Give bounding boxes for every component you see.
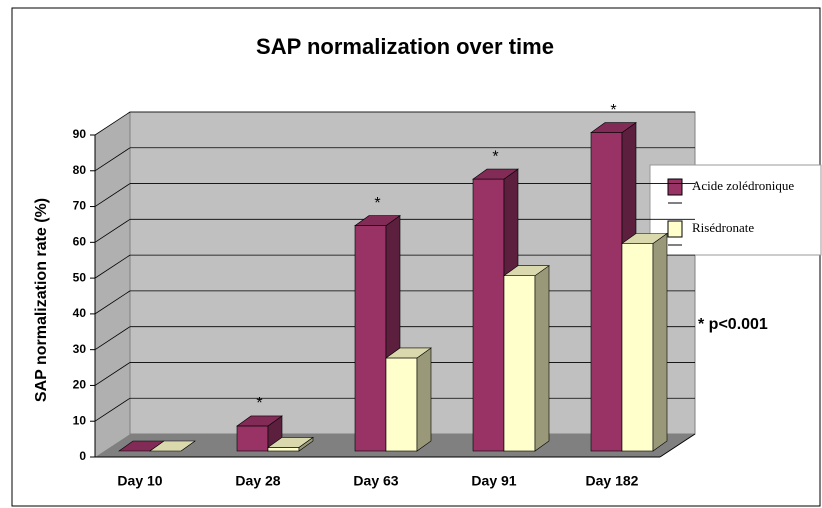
annotation: *: [492, 148, 498, 165]
y-tick-label: 30: [73, 342, 87, 356]
bar-top: [354, 215, 401, 226]
legend-swatch: [667, 178, 683, 196]
bar-front: [503, 275, 536, 452]
bar: [621, 232, 668, 452]
bar-front: [267, 447, 300, 452]
bar-top: [503, 265, 550, 276]
x-tick-label: Day 63: [353, 473, 398, 489]
grid-line: [94, 147, 131, 172]
grid-line: [94, 362, 131, 386]
bar-side: [652, 232, 668, 452]
y-tick-label: 80: [73, 163, 87, 177]
bar-top: [621, 233, 668, 244]
bar-front: [472, 178, 505, 452]
annotation: *: [374, 195, 380, 212]
bar: [236, 415, 283, 452]
y-tick-label: 90: [73, 127, 87, 141]
chart-title: SAP normalization over time: [256, 34, 554, 59]
legend: Acide zolédronique Risédronate: [649, 164, 822, 256]
grid-line: [94, 290, 131, 315]
y-axis-title: SAP normalization rate (%): [33, 198, 50, 402]
grid-line: [94, 397, 131, 422]
legend-label: Risédronate: [692, 220, 754, 235]
grid-line: [94, 218, 131, 243]
bar: [503, 265, 550, 452]
bar-top: [472, 168, 519, 180]
side-wall: [95, 112, 130, 457]
y-tick-label: 60: [73, 235, 87, 249]
bar-front: [621, 243, 654, 452]
annotation: *: [610, 102, 616, 119]
x-tick-label: Day 91: [471, 473, 516, 489]
bar-top: [385, 347, 432, 359]
y-tick-label: 10: [73, 413, 87, 427]
y-tick-label: 40: [73, 306, 87, 320]
bar: [267, 436, 314, 452]
x-tick-label: Day 28: [235, 473, 280, 489]
y-tick-label: 70: [73, 199, 87, 213]
floor-edge: [659, 433, 696, 458]
bar-side: [534, 265, 550, 452]
bar-front: [590, 132, 623, 452]
bar-top: [149, 440, 196, 452]
y-tick-label: 50: [73, 270, 87, 284]
bar-top: [267, 437, 314, 448]
grid-line: [94, 326, 131, 351]
bar-front: [385, 357, 418, 452]
bar-top: [236, 415, 283, 427]
x-tick-label: Day 182: [586, 473, 639, 489]
bar-top: [590, 122, 637, 133]
bar-side: [416, 347, 432, 452]
grid-line: [94, 183, 131, 207]
note: * p<0.001: [698, 316, 768, 333]
legend-swatch: [667, 220, 683, 238]
annotation: *: [256, 395, 262, 412]
bar-front: [236, 425, 269, 452]
y-tick-label: 20: [73, 378, 87, 392]
grid-line: [94, 254, 131, 279]
x-tick-label: Day 10: [117, 473, 162, 489]
legend-label: Acide zolédronique: [692, 178, 794, 193]
bar-front: [354, 225, 387, 452]
grid-line: [94, 111, 131, 136]
bar: [385, 347, 432, 452]
y-tick-label: 0: [79, 449, 86, 463]
bar: [149, 440, 196, 452]
